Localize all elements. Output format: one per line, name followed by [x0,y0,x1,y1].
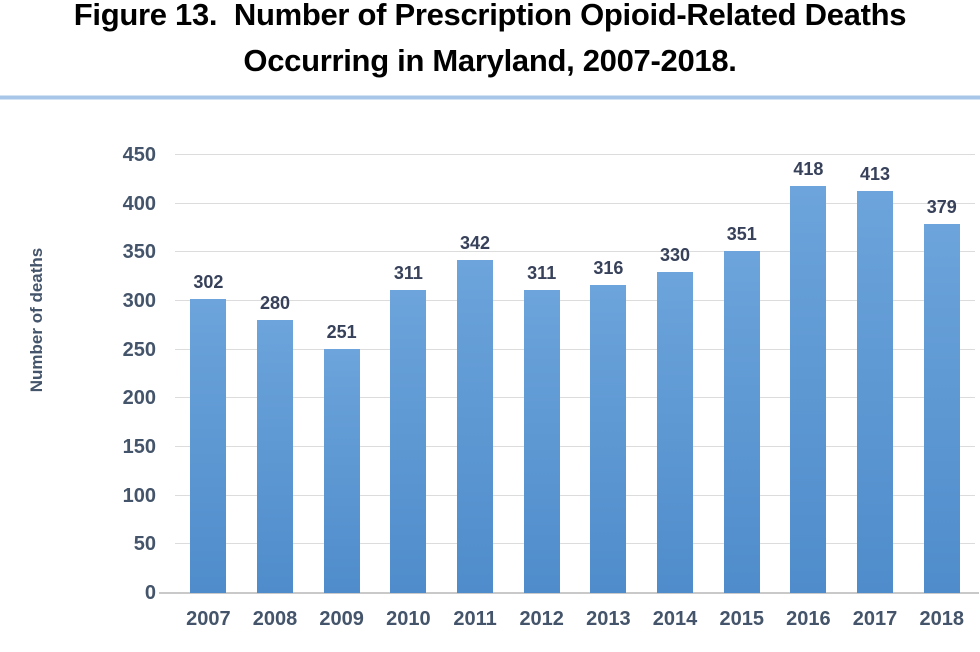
bar-value-label-2013: 316 [593,258,624,279]
title-divider-line [0,95,980,100]
x-tick-label-2011: 2011 [453,608,497,630]
bar-2007 [190,299,227,593]
bar-2008 [257,320,293,593]
bar-value-label-2016: 418 [793,159,824,180]
bar-value-label-2015: 351 [726,224,757,245]
gridline-100 [175,494,975,496]
bar-series: 302 280 251 311 342 311 316 330 351 418 413 379 [175,155,975,593]
bar-slot-2011: 342 [442,155,509,593]
y-tick-label-0: 0 [144,582,156,604]
x-axis-tick-labels: 2007 2008 2009 2010 2011 2012 2013 2014 2015 2016… [175,608,975,631]
bar-2014 [657,271,694,593]
bar-2016 [790,186,827,593]
bar-2017 [857,191,894,593]
x-tick-label-2010: 2010 [386,608,431,630]
bar-slot-2007: 302 [175,155,242,593]
x-tick-label-2016: 2016 [786,608,831,630]
bar-slot-2010: 311 [375,155,442,593]
bar-value-label-2008: 280 [259,293,291,314]
bar-slot-2012: 311 [508,155,575,593]
y-axis-title: Number of deaths [27,247,46,393]
bar-2011 [457,260,494,593]
bar-2009 [323,348,360,593]
bar-slot-2018: 379 [908,155,975,593]
y-tick-label-250: 250 [122,338,156,361]
x-tick-label-2012: 2012 [519,608,564,630]
y-tick-label-350: 350 [122,241,156,264]
y-tick-label-50: 50 [133,533,156,556]
gridline-400 [175,202,975,204]
y-tick-label-150: 150 [122,436,156,458]
gridline-450 [175,154,975,155]
gridline-250 [175,348,975,350]
bar-slot-2015: 351 [708,155,775,593]
bar-slot-2014: 330 [642,155,709,593]
gridline-150 [175,446,975,448]
bar-slot-2009: 251 [308,155,375,593]
x-tick-label-2017: 2017 [852,608,898,630]
bar-2013 [590,285,627,593]
x-tick-label-2008: 2008 [252,608,298,630]
bar-2012 [523,290,560,593]
y-tick-label-200: 200 [122,387,156,410]
x-axis-line [159,592,979,594]
bar-2010 [390,290,427,593]
bar-value-label-2014: 330 [660,244,691,265]
y-tick-label-450: 450 [122,144,156,166]
bar-value-label-2012: 311 [527,263,557,284]
chart-title-line2: Occurring in Maryland, 2007-2018. [243,43,737,78]
y-tick-label-100: 100 [122,484,156,507]
x-tick-label-2014: 2014 [652,608,698,630]
bar-value-label-2010: 311 [393,263,423,284]
x-tick-label-2013: 2013 [586,608,631,630]
y-tick-label-400: 400 [122,192,156,215]
gridline-300 [175,300,975,302]
bar-value-label-2018: 379 [926,197,957,218]
bar-2015 [723,251,760,593]
x-tick-label-2015: 2015 [719,608,764,630]
x-tick-label-2018: 2018 [919,608,964,630]
gridline-200 [175,397,975,399]
plot-area: 302 280 251 311 342 311 316 330 351 418 413 379 [159,154,979,594]
y-tick-label-300: 300 [122,290,156,312]
bar-value-label-2009: 251 [326,321,357,342]
bar-slot-2016: 418 [775,155,842,593]
x-tick-label-2007: 2007 [186,608,231,630]
y-axis-tick-labels: 0 50 100 150 200 250 300 350 400 450 [90,144,156,604]
gridline-350 [175,251,975,253]
gridline-50 [175,543,975,545]
bar-slot-2017: 413 [842,155,909,593]
bar-2018 [923,224,960,593]
x-tick-label-2009: 2009 [319,608,364,630]
chart-title-line1: Figure 13. Number of Prescription Opioid… [73,0,907,32]
bar-value-label-2017: 413 [860,164,891,185]
bar-value-label-2011: 342 [460,233,491,254]
bar-slot-2008: 280 [242,155,309,593]
bar-slot-2013: 316 [575,155,642,593]
bar-value-label-2007: 302 [193,272,224,293]
